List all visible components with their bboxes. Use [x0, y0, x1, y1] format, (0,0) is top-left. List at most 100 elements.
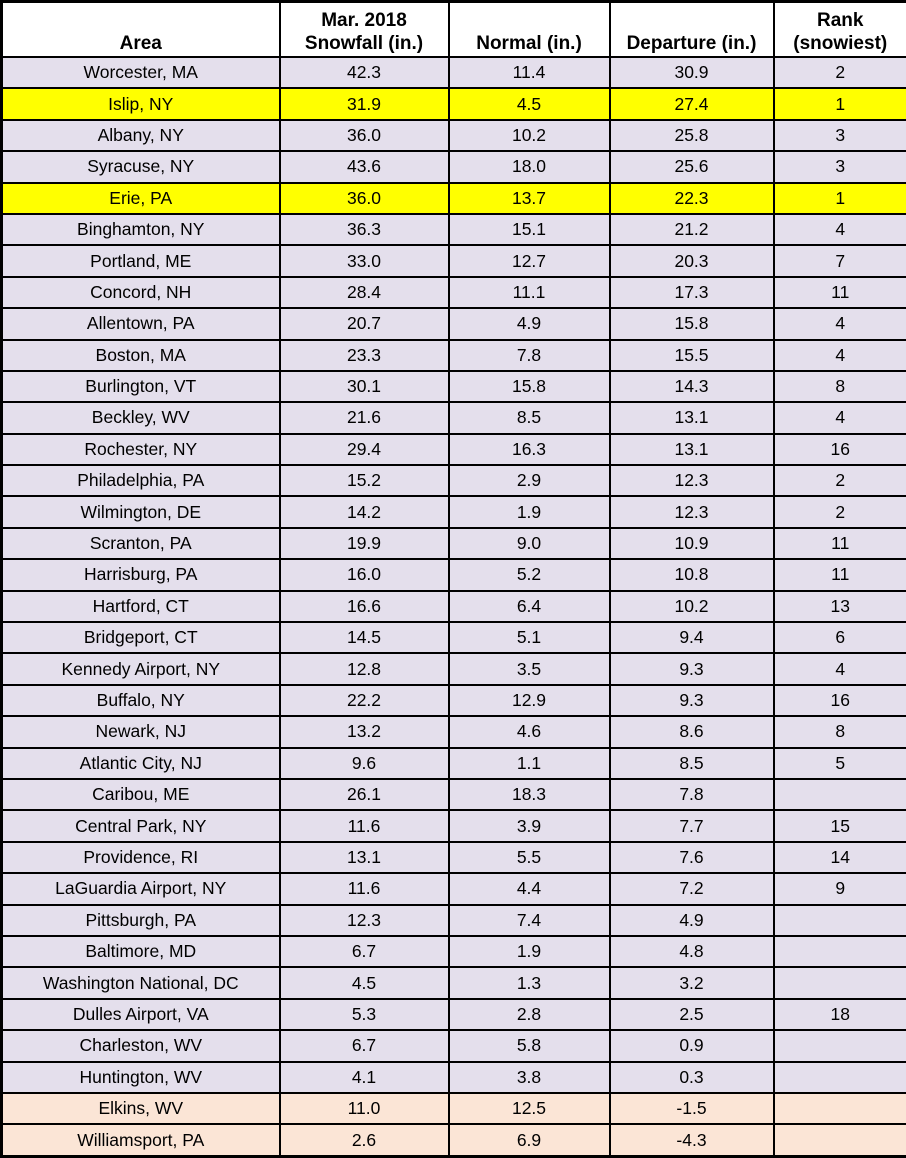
table-row: Charleston, WV 6.7 5.8 0.9: [0, 1029, 906, 1063]
cell-normal: 8.5: [447, 401, 611, 435]
cell-area: Worcester, MA: [0, 55, 281, 90]
cell-normal: 10.2: [447, 118, 611, 153]
cell-snowfall: 5.3: [278, 997, 450, 1032]
table-row: Washington National, DC 4.5 1.3 3.2: [0, 966, 906, 1000]
cell-snowfall: 33.0: [278, 244, 450, 278]
cell-snowfall: 16.0: [278, 558, 450, 592]
cell-normal: 12.5: [447, 1091, 611, 1126]
cell-area: Atlantic City, NJ: [0, 746, 281, 780]
table-row: Harrisburg, PA 16.0 5.2 10.8 11: [0, 558, 906, 592]
header-line: Area: [119, 33, 162, 55]
cell-rank: 5: [772, 746, 906, 780]
cell-area: Huntington, WV: [0, 1060, 281, 1094]
cell-rank: 16: [772, 683, 906, 718]
cell-departure: 14.3: [608, 369, 775, 404]
cell-snowfall: 31.9: [278, 87, 450, 121]
cell-departure: 3.2: [608, 966, 775, 1000]
cell-snowfall: 36.3: [278, 212, 450, 247]
table-row: Pittsburgh, PA 12.3 7.4 4.9: [0, 903, 906, 937]
cell-area: Binghamton, NY: [0, 212, 281, 247]
cell-departure: 25.6: [608, 150, 775, 184]
cell-rank: 9: [772, 872, 906, 906]
cell-departure: 0.3: [608, 1060, 775, 1094]
cell-departure: 22.3: [608, 181, 775, 215]
cell-departure: 30.9: [608, 55, 775, 90]
cell-normal: 5.5: [447, 840, 611, 875]
cell-rank: [772, 1123, 906, 1158]
cell-normal: 16.3: [447, 432, 611, 467]
cell-rank: 8: [772, 715, 906, 749]
cell-normal: 1.9: [447, 495, 611, 529]
table-body: Worcester, MA 42.3 11.4 30.9 2 Islip, NY 31.9 4…: [0, 55, 906, 1158]
cell-snowfall: 19.9: [278, 526, 450, 561]
cell-rank: 2: [772, 464, 906, 498]
cell-snowfall: 21.6: [278, 401, 450, 435]
cell-departure: -1.5: [608, 1091, 775, 1126]
table-row: Portland, ME 33.0 12.7 20.3 7: [0, 244, 906, 278]
cell-normal: 5.1: [447, 621, 611, 655]
table-row: Central Park, NY 11.6 3.9 7.7 15: [0, 809, 906, 843]
cell-departure: 10.8: [608, 558, 775, 592]
table-row: Albany, NY 36.0 10.2 25.8 3: [0, 118, 906, 153]
table-row: Wilmington, DE 14.2 1.9 12.3 2: [0, 495, 906, 529]
cell-snowfall: 12.3: [278, 903, 450, 937]
table-row: Caribou, ME 26.1 18.3 7.8: [0, 777, 906, 812]
cell-rank: 11: [772, 275, 906, 310]
column-header-area: Area: [0, 0, 281, 58]
cell-rank: 4: [772, 307, 906, 341]
column-header-departure: Departure (in.): [608, 0, 775, 58]
cell-area: Buffalo, NY: [0, 683, 281, 718]
cell-area: Elkins, WV: [0, 1091, 281, 1126]
table-row: Dulles Airport, VA 5.3 2.8 2.5 18: [0, 997, 906, 1032]
cell-normal: 15.8: [447, 369, 611, 404]
cell-normal: 5.8: [447, 1029, 611, 1063]
cell-area: Albany, NY: [0, 118, 281, 153]
header-line: Mar. 2018: [321, 9, 407, 31]
cell-area: Beckley, WV: [0, 401, 281, 435]
cell-snowfall: 13.2: [278, 715, 450, 749]
cell-departure: 10.9: [608, 526, 775, 561]
cell-departure: 7.8: [608, 777, 775, 812]
cell-area: Central Park, NY: [0, 809, 281, 843]
table-row: Bridgeport, CT 14.5 5.1 9.4 6: [0, 621, 906, 655]
cell-departure: 25.8: [608, 118, 775, 153]
cell-area: Bridgeport, CT: [0, 621, 281, 655]
table-row: Elkins, WV 11.0 12.5 -1.5: [0, 1091, 906, 1126]
cell-snowfall: 4.5: [278, 966, 450, 1000]
cell-area: Islip, NY: [0, 87, 281, 121]
cell-departure: 15.5: [608, 338, 775, 372]
cell-departure: 15.8: [608, 307, 775, 341]
cell-departure: 21.2: [608, 212, 775, 247]
header-line: Departure (in.): [626, 33, 757, 55]
cell-area: Pittsburgh, PA: [0, 903, 281, 937]
cell-departure: 4.9: [608, 903, 775, 937]
table-row: Buffalo, NY 22.2 12.9 9.3 16: [0, 683, 906, 718]
cell-rank: 14: [772, 840, 906, 875]
cell-normal: 3.5: [447, 652, 611, 686]
table-row: Hartford, CT 16.6 6.4 10.2 13: [0, 589, 906, 624]
cell-area: Kennedy Airport, NY: [0, 652, 281, 686]
table-row: Kennedy Airport, NY 12.8 3.5 9.3 4: [0, 652, 906, 686]
cell-snowfall: 4.1: [278, 1060, 450, 1094]
cell-snowfall: 43.6: [278, 150, 450, 184]
cell-area: Harrisburg, PA: [0, 558, 281, 592]
table-row: Newark, NJ 13.2 4.6 8.6 8: [0, 715, 906, 749]
cell-area: Providence, RI: [0, 840, 281, 875]
table-row: Providence, RI 13.1 5.5 7.6 14: [0, 840, 906, 875]
cell-normal: 4.5: [447, 87, 611, 121]
cell-rank: [772, 966, 906, 1000]
cell-rank: 1: [772, 87, 906, 121]
cell-normal: 1.9: [447, 934, 611, 969]
cell-area: Caribou, ME: [0, 777, 281, 812]
cell-departure: 20.3: [608, 244, 775, 278]
cell-rank: 18: [772, 997, 906, 1032]
table-row: Binghamton, NY 36.3 15.1 21.2 4: [0, 212, 906, 247]
cell-normal: 3.9: [447, 809, 611, 843]
table-row: Beckley, WV 21.6 8.5 13.1 4: [0, 401, 906, 435]
table-row: Rochester, NY 29.4 16.3 13.1 16: [0, 432, 906, 467]
cell-departure: -4.3: [608, 1123, 775, 1158]
cell-rank: [772, 1029, 906, 1063]
cell-snowfall: 15.2: [278, 464, 450, 498]
cell-area: Rochester, NY: [0, 432, 281, 467]
